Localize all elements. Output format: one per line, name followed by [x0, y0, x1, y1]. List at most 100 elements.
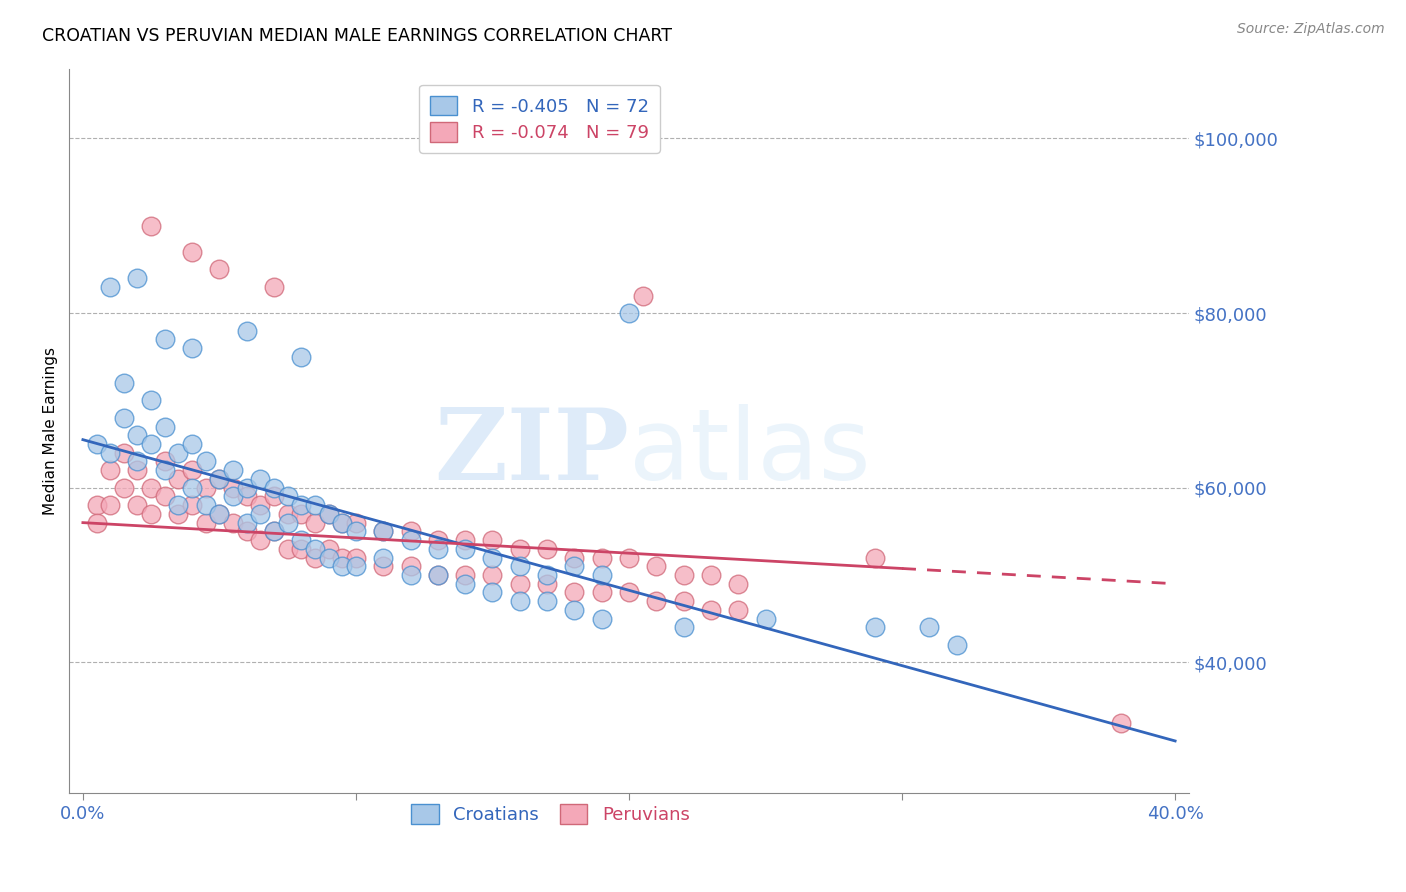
Point — [98, 446, 121, 460]
Point — [277, 507, 299, 521]
Point — [208, 507, 231, 521]
Point — [304, 550, 326, 565]
Point — [863, 550, 886, 565]
Point — [344, 524, 367, 539]
Point — [330, 516, 353, 530]
Point — [181, 463, 204, 477]
Point — [208, 507, 231, 521]
Point — [304, 498, 326, 512]
Point — [399, 559, 422, 574]
Point — [454, 568, 477, 582]
Point — [399, 524, 422, 539]
Point — [330, 559, 353, 574]
Point — [318, 550, 340, 565]
Point — [304, 541, 326, 556]
Point — [318, 541, 340, 556]
Point — [481, 568, 503, 582]
Point — [290, 507, 312, 521]
Point — [112, 376, 135, 390]
Point — [277, 490, 299, 504]
Point — [918, 620, 941, 634]
Point — [290, 498, 312, 512]
Point — [235, 324, 257, 338]
Point — [235, 490, 257, 504]
Point — [591, 612, 613, 626]
Point — [290, 541, 312, 556]
Point — [141, 507, 163, 521]
Point — [167, 446, 190, 460]
Point — [564, 585, 586, 599]
Point — [98, 498, 121, 512]
Point — [454, 533, 477, 547]
Point — [1109, 716, 1132, 731]
Point — [222, 516, 245, 530]
Point — [672, 568, 695, 582]
Point — [86, 498, 108, 512]
Point — [141, 219, 163, 233]
Point — [167, 498, 190, 512]
Point — [167, 472, 190, 486]
Point — [727, 603, 749, 617]
Point — [645, 594, 668, 608]
Point — [564, 550, 586, 565]
Point — [249, 498, 271, 512]
Point — [754, 612, 776, 626]
Point — [208, 262, 231, 277]
Point — [536, 594, 558, 608]
Point — [153, 454, 176, 468]
Point — [700, 568, 723, 582]
Point — [591, 550, 613, 565]
Point — [727, 576, 749, 591]
Legend: Croatians, Peruvians: Croatians, Peruvians — [401, 794, 700, 835]
Point — [194, 516, 217, 530]
Point — [344, 516, 367, 530]
Point — [631, 288, 654, 302]
Point — [290, 350, 312, 364]
Point — [373, 524, 395, 539]
Point — [330, 550, 353, 565]
Point — [426, 568, 449, 582]
Point — [645, 559, 668, 574]
Point — [263, 280, 285, 294]
Point — [153, 419, 176, 434]
Point — [127, 463, 149, 477]
Point — [564, 559, 586, 574]
Point — [249, 507, 271, 521]
Point — [194, 481, 217, 495]
Point — [112, 446, 135, 460]
Point — [98, 280, 121, 294]
Point — [222, 463, 245, 477]
Point — [86, 437, 108, 451]
Point — [318, 507, 340, 521]
Point — [181, 498, 204, 512]
Point — [399, 568, 422, 582]
Point — [481, 533, 503, 547]
Point — [235, 481, 257, 495]
Point — [863, 620, 886, 634]
Point — [591, 568, 613, 582]
Point — [181, 244, 204, 259]
Point — [263, 481, 285, 495]
Point — [672, 594, 695, 608]
Point — [235, 516, 257, 530]
Point — [672, 620, 695, 634]
Y-axis label: Median Male Earnings: Median Male Earnings — [44, 347, 58, 515]
Point — [181, 481, 204, 495]
Text: Source: ZipAtlas.com: Source: ZipAtlas.com — [1237, 22, 1385, 37]
Point — [344, 559, 367, 574]
Point — [208, 472, 231, 486]
Point — [426, 533, 449, 547]
Point — [509, 594, 531, 608]
Point — [426, 541, 449, 556]
Point — [454, 576, 477, 591]
Point — [98, 463, 121, 477]
Point — [344, 550, 367, 565]
Point — [153, 332, 176, 346]
Point — [112, 481, 135, 495]
Point — [509, 541, 531, 556]
Point — [112, 410, 135, 425]
Point — [330, 516, 353, 530]
Point — [263, 524, 285, 539]
Point — [249, 472, 271, 486]
Text: atlas: atlas — [628, 404, 870, 501]
